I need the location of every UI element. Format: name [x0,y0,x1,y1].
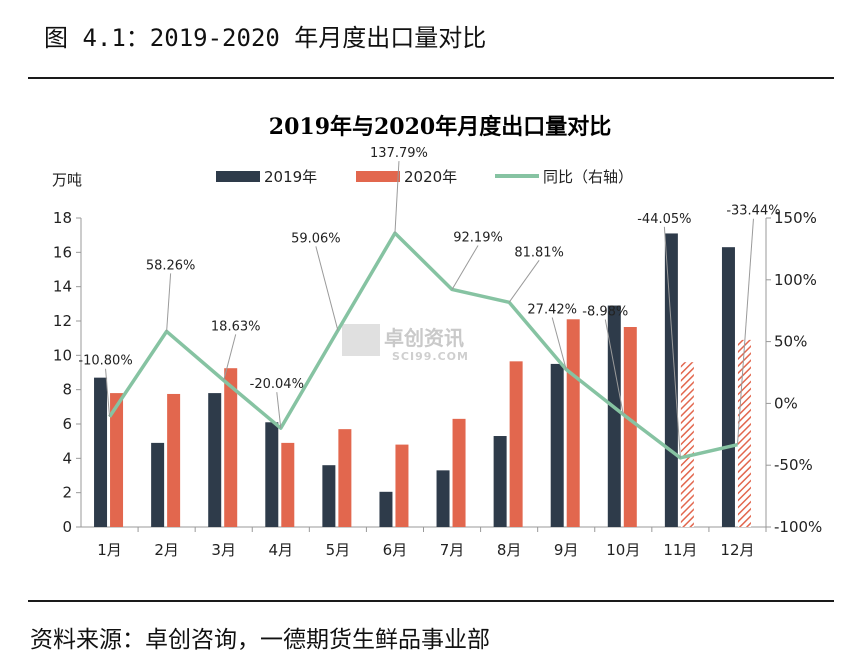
bar-2019 [208,393,222,527]
bar-2020 [338,429,352,527]
legend-label-2020: 2020年 [404,168,457,186]
bar-2020 [452,418,466,527]
yoy-leader-line [663,226,681,458]
yoy-data-label: 59.06% [291,231,341,246]
bar-2019 [322,465,336,527]
y-tick-label: 4 [62,449,72,467]
bottom-rule [28,600,834,602]
bar-2020 [281,442,295,527]
figure-caption: 图 4.1：2019-2020 年月度出口量对比 [44,24,487,52]
x-tick-label: 5月 [326,541,351,559]
data-labels: -10.80% 58.26% 18.63% -20.04% 59.06% 137.79% 9… [78,146,781,458]
yoy-data-label: 92.19% [453,230,503,245]
legend: 2019年 2020年 同比（右轴） [216,168,633,186]
bar-2020 [680,362,694,527]
bar-2020 [395,444,409,527]
bars [94,233,751,527]
top-rule [28,77,834,79]
x-tick-label: 6月 [383,541,408,559]
yoy-leader-line [604,319,624,415]
bar-2020 [737,339,751,527]
yoy-data-label: -8.98% [582,304,628,319]
yoy-line [108,231,738,460]
yoy-leader-line [315,246,339,331]
x-tick-label: 3月 [211,541,236,559]
yoy-data-label: 81.81% [514,245,564,260]
yoy-data-label: 18.63% [211,319,261,334]
bar-2020 [566,319,580,527]
yoy-data-label: -33.44% [726,204,780,219]
bar-2019 [151,442,165,527]
y-tick-label: 2 [62,484,72,502]
y-tick-label: 0 [62,518,72,536]
watermark-logo-icon [342,324,380,356]
yoy-line-layer [108,231,738,460]
watermark-subtext: SCI99.COM [392,350,469,363]
bar-2019 [265,422,279,527]
bar-2020 [224,368,238,527]
y-tick-label: 18 [53,209,72,227]
legend-swatch-2019 [216,171,260,182]
y-tick-label: 16 [53,243,72,261]
bar-2019 [94,377,108,527]
yoy-data-label: 58.26% [146,258,196,273]
bar-2020 [110,393,124,527]
yoy-leader-line [451,245,479,290]
legend-label-2019: 2019年 [264,168,317,186]
yoy-leader-line [508,259,540,303]
yoy-data-label: 27.42% [527,303,577,318]
y-tick-label: 6 [62,415,72,433]
yoy-leader-line [276,392,282,429]
source-note: 资料来源：卓创咨询，一德期货生鲜品事业部 [30,627,490,653]
yoy-data-label: -44.05% [637,212,691,227]
watermark: 卓创资讯 SCI99.COM [342,324,469,363]
y-tick-label: 10 [53,346,72,364]
y2-tick-label: 100% [774,271,817,289]
yoy-leader-line [736,218,754,445]
x-tick-label: 11月 [663,541,697,559]
bar-2020 [623,327,637,527]
x-tick-label: 7月 [440,541,465,559]
x-tick-label: 2月 [154,541,179,559]
bar-2019 [379,491,393,527]
axes: 0 2 4 6 8 10 12 14 16 18 -100% -50% 0% 50% 100% 150% 1月 2… [53,209,822,559]
x-tick-label: 10月 [606,541,640,559]
bar-2020 [167,393,181,527]
x-tick-label: 4月 [269,541,294,559]
yoy-leader-line [223,334,237,381]
bar-2019 [493,436,507,527]
bar-2019 [607,305,621,527]
yoy-leader-line [105,368,111,417]
legend-label-yoy: 同比（右轴） [543,168,633,186]
y-axis-unit: 万吨 [52,171,82,189]
watermark-text: 卓创资讯 [384,326,464,350]
chart: 2019年与2020年月度出口量对比 万吨 卓创资讯 SCI99.COM 201… [52,114,822,559]
yoy-leader-line [551,317,567,370]
y2-tick-label: 0% [774,394,798,412]
y2-tick-label: -50% [774,456,813,474]
yoy-data-label: -10.80% [78,354,132,369]
x-tick-label: 9月 [554,541,579,559]
y2-tick-label: 150% [774,209,817,227]
x-tick-label: 8月 [497,541,522,559]
yoy-data-label: -20.04% [250,377,304,392]
yoy-leader-line [394,161,400,234]
x-tick-label: 1月 [97,541,122,559]
x-tick-label: 12月 [720,541,754,559]
legend-swatch-2020 [356,171,400,182]
y-tick-label: 8 [62,381,72,399]
y-tick-label: 12 [53,312,72,330]
bar-2019 [721,247,735,527]
bar-2020 [509,361,523,527]
y2-tick-label: 50% [774,333,807,351]
yoy-leader-line [166,273,172,332]
y2-tick-label: -100% [774,518,822,536]
bar-2019 [436,470,450,527]
bar-2019 [664,233,678,527]
yoy-data-label: 137.79% [370,146,428,161]
y-tick-label: 14 [53,278,72,296]
bar-2019 [550,363,564,527]
chart-title: 2019年与2020年月度出口量对比 [269,114,611,140]
